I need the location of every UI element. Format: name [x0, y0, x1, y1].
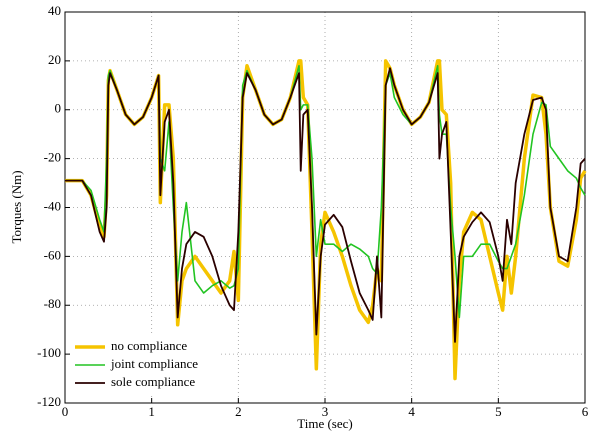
x-tick-label: 6	[582, 404, 589, 419]
x-tick-label: 5	[495, 404, 502, 419]
y-tick-label: 40	[48, 3, 61, 18]
y-tick-label: 0	[55, 101, 62, 116]
x-tick-label: 0	[62, 404, 69, 419]
y-axis-label: Torques (Nm)	[9, 170, 24, 243]
y-tick-label: -60	[44, 247, 61, 262]
y-tick-label: -100	[37, 345, 61, 360]
legend-label: sole compliance	[111, 374, 195, 389]
x-axis-label: Time (sec)	[297, 416, 353, 431]
x-tick-label: 4	[408, 404, 415, 419]
x-tick-label: 1	[148, 404, 155, 419]
y-tick-label: -20	[44, 150, 61, 165]
series-line	[65, 67, 586, 343]
y-tick-label: -120	[37, 394, 61, 409]
x-tick-label: 3	[322, 404, 329, 419]
y-tick-label: -80	[44, 296, 61, 311]
axes-box	[64, 11, 586, 404]
y-tick-label: 20	[48, 52, 61, 67]
y-tick-label: -40	[44, 198, 61, 213]
legend-label: no compliance	[111, 338, 187, 353]
legend-label: joint compliance	[110, 356, 198, 371]
x-tick-label: 2	[235, 404, 242, 419]
